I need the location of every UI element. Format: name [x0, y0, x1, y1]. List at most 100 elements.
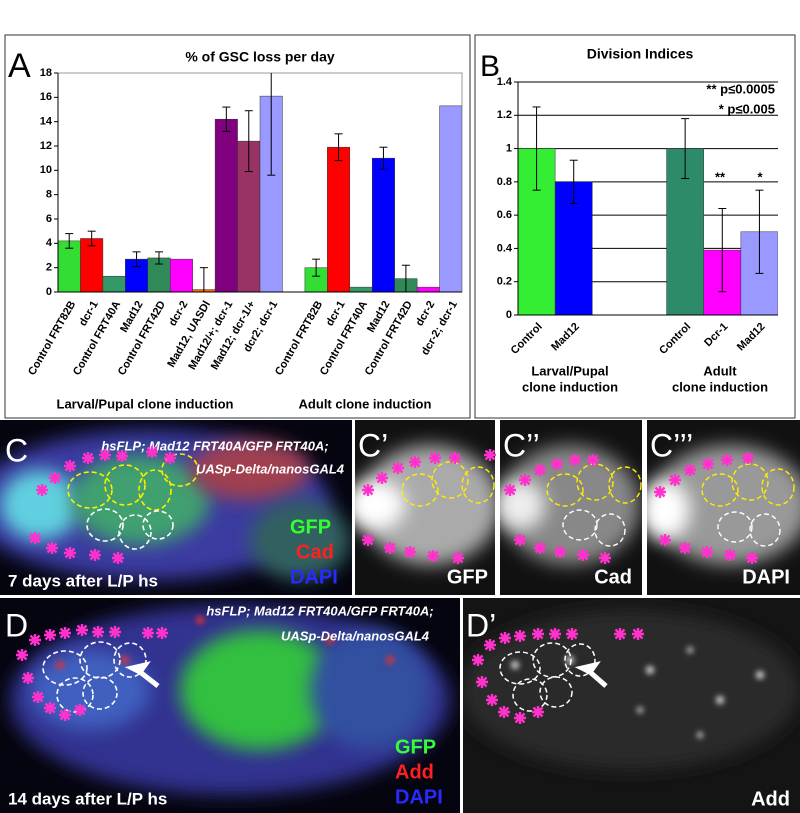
- bar: [169, 258, 193, 292]
- y-tick-label: 4: [46, 237, 53, 249]
- error-bar: [87, 230, 96, 247]
- time-label: 7 days after L/P hs: [8, 571, 158, 590]
- asterisk-marker: [614, 628, 626, 640]
- panel-label: C’’: [503, 427, 540, 463]
- bars: [58, 73, 462, 292]
- asterisk-marker: [22, 672, 34, 684]
- panel-label: B: [480, 50, 500, 83]
- asterisk-marker: [519, 474, 531, 486]
- asterisk-marker: [486, 694, 498, 706]
- asterisk-marker: [452, 552, 464, 564]
- error-bar: [132, 251, 141, 267]
- asterisk-marker: [702, 458, 714, 470]
- asterisk-marker: [498, 706, 510, 718]
- error-bar: [379, 146, 388, 170]
- asterisk-marker: [59, 709, 71, 721]
- error-bar: [199, 267, 208, 292]
- error-bar: [401, 264, 410, 292]
- annotation: Adult: [703, 363, 737, 378]
- channel-label: Add: [751, 788, 790, 810]
- annotation: Larval/Pupal clone induction: [57, 396, 234, 411]
- channel-label: DAPI: [742, 566, 790, 588]
- annotation: *: [757, 169, 763, 184]
- y-tick-label: 18: [40, 67, 52, 79]
- error-bar: [532, 106, 541, 191]
- asterisk-marker: [532, 706, 544, 718]
- asterisk-marker: [599, 552, 611, 564]
- y-tick-label: 16: [40, 91, 52, 103]
- panel-label: C’’’: [650, 427, 693, 463]
- annotation: * p≤0.005: [719, 101, 775, 116]
- asterisk-marker: [404, 546, 416, 558]
- bar: [349, 286, 373, 292]
- asterisk-marker: [92, 626, 104, 638]
- asterisk-marker: [499, 632, 511, 644]
- asterisk-marker: [659, 534, 671, 546]
- asterisk-marker: [44, 702, 56, 714]
- error-bar: [569, 159, 578, 204]
- annotation: **: [715, 169, 726, 184]
- chart-title: % of GSC loss per day: [185, 49, 335, 65]
- genotype: UASp-Delta/nanosGAL4: [196, 461, 345, 476]
- time-label: 14 days after L/P hs: [8, 789, 167, 808]
- asterisk-marker: [449, 452, 461, 464]
- asterisk-marker: [46, 542, 58, 554]
- asterisk-marker: [587, 454, 599, 466]
- y-tick-label: 12: [40, 140, 52, 152]
- asterisk-marker: [142, 627, 154, 639]
- micrograph-c3: [647, 420, 800, 595]
- asterisk-marker: [514, 534, 526, 546]
- error-bar: [681, 118, 690, 180]
- bar: [439, 105, 462, 292]
- genotype: hsFLP; Mad12 FRT40A/GFP FRT40A;: [206, 603, 433, 618]
- channel-label: Cad: [594, 566, 632, 588]
- asterisk-marker: [116, 450, 128, 462]
- asterisk-marker: [484, 639, 496, 651]
- asterisk-marker: [554, 546, 566, 558]
- asterisk-marker: [376, 472, 388, 484]
- channel-label: GFP: [395, 736, 436, 758]
- bars: [518, 106, 778, 315]
- error-bar: [244, 110, 253, 173]
- asterisk-marker: [476, 676, 488, 688]
- y-tick-label: 0: [506, 309, 512, 321]
- bar: [371, 157, 395, 292]
- asterisk-marker: [577, 549, 589, 561]
- channel-label: DAPI: [290, 566, 338, 588]
- asterisk-marker: [569, 454, 581, 466]
- asterisk-marker: [109, 626, 121, 638]
- bar: [214, 118, 238, 292]
- micrograph-c2: [500, 420, 642, 595]
- error-bar: [312, 258, 321, 277]
- annotation: Adult clone induction: [299, 396, 432, 411]
- asterisk-marker: [89, 549, 101, 561]
- panel-label: D’: [466, 607, 496, 643]
- y-tick-label: 2: [46, 262, 52, 274]
- asterisk-marker: [392, 462, 404, 474]
- y-tick-label: 1: [506, 142, 512, 154]
- channel-label: GFP: [447, 566, 488, 588]
- channel-label: GFP: [290, 516, 331, 538]
- asterisk-marker: [64, 547, 76, 559]
- asterisk-marker: [742, 452, 754, 464]
- bar: [327, 146, 351, 292]
- asterisk-marker: [59, 627, 71, 639]
- asterisk-marker: [362, 534, 374, 546]
- asterisk-marker: [29, 634, 41, 646]
- asterisk-marker: [16, 649, 28, 661]
- asterisk-marker: [721, 454, 733, 466]
- asterisk-marker: [632, 628, 644, 640]
- asterisk-marker: [146, 446, 158, 458]
- y-tick-label: 8: [46, 189, 52, 201]
- asterisk-marker: [514, 630, 526, 642]
- y-tick-label: 0.6: [497, 209, 512, 221]
- error-bar: [718, 207, 727, 293]
- asterisk-marker: [429, 452, 441, 464]
- y-tick-label: 0.8: [497, 176, 512, 188]
- error-bar: [222, 106, 231, 132]
- asterisk-marker: [514, 712, 526, 724]
- asterisk-marker: [669, 474, 681, 486]
- asterisk-marker: [29, 532, 41, 544]
- panel-label: D: [5, 607, 28, 643]
